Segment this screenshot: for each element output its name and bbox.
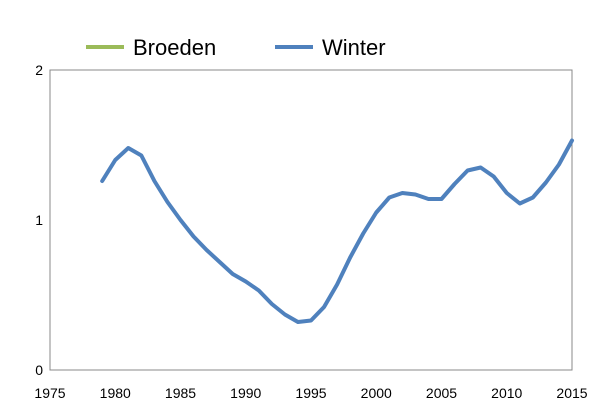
y-axis-tick-labels: 0 1 2 — [35, 62, 43, 378]
plot-area-frame — [49, 69, 573, 371]
x-tick-label: 1985 — [165, 385, 196, 400]
x-tick-label: 2010 — [491, 385, 522, 400]
x-tick-label: 1990 — [230, 385, 261, 400]
x-tick-label: 2000 — [361, 385, 392, 400]
x-tick-label: 1980 — [100, 385, 131, 400]
x-tick-label: 1975 — [34, 385, 65, 400]
legend-label-broeden: Broeden — [133, 35, 216, 60]
series-layer — [100, 138, 574, 324]
x-axis-tick-labels: 1975 1980 1985 1990 1995 2000 2005 2010 2015 — [34, 385, 587, 400]
series-line-winter — [100, 138, 574, 324]
y-tick-label: 1 — [35, 212, 43, 228]
y-tick-label: 2 — [35, 62, 43, 78]
legend: Broeden Winter — [86, 35, 386, 60]
x-tick-label: 1995 — [295, 385, 326, 400]
x-tick-label: 2005 — [426, 385, 457, 400]
x-tick-label: 2015 — [556, 385, 587, 400]
legend-label-winter: Winter — [322, 35, 386, 60]
y-tick-label: 0 — [35, 362, 43, 378]
